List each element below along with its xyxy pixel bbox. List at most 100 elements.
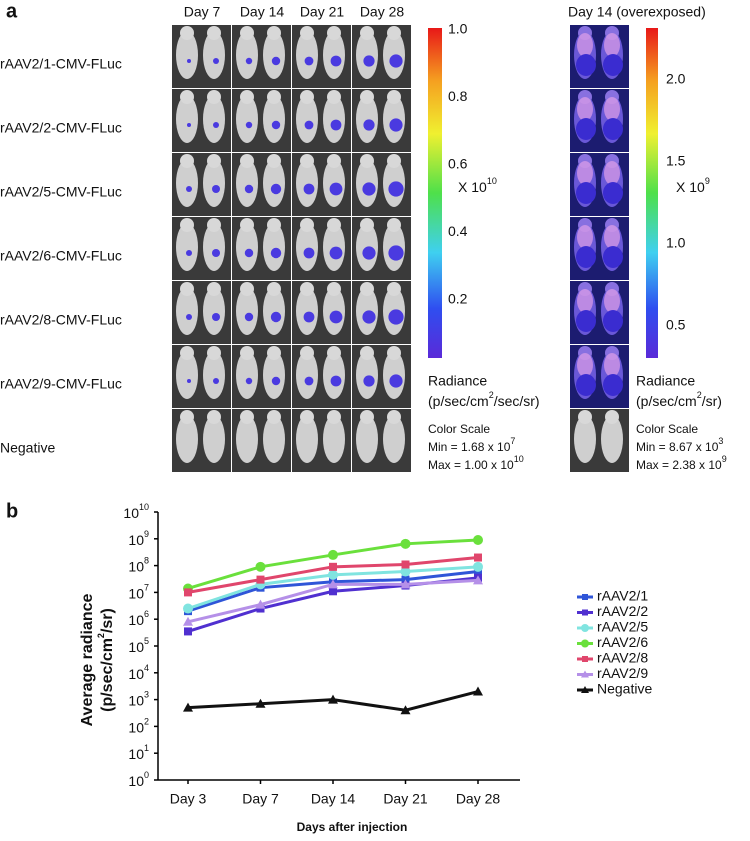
row-label: rAAV2/6-CMV-FLuc [0, 248, 122, 264]
y-axis-title-sup: 2 [96, 633, 106, 638]
color-scale-max: Max = 1.00 x 1010 [428, 454, 524, 472]
signal [213, 122, 219, 128]
y-tick-label-part: 10 [128, 585, 144, 601]
mouse [296, 95, 318, 143]
colorbar-tick-label: 0.4 [448, 223, 468, 239]
panel-label: a [6, 0, 18, 22]
signal [388, 245, 404, 261]
y-tick-label: 106 [128, 610, 149, 628]
legend-label: rAAV2/6 [597, 634, 648, 650]
mouse-head [207, 346, 221, 360]
mouse [296, 287, 318, 335]
mouse [203, 159, 225, 207]
mouse [236, 223, 258, 271]
signal [304, 120, 314, 130]
mouse-head [300, 282, 314, 296]
y-tick-label: 108 [128, 556, 149, 574]
colorbar-units-sup: 2 [697, 390, 702, 400]
signal [271, 376, 281, 386]
marker [473, 686, 483, 696]
y-tick-label-sup: 9 [144, 529, 149, 539]
signal [389, 118, 403, 132]
y-tick-label-sup: 8 [144, 556, 149, 566]
colorbar-tick-label: 0.5 [666, 317, 686, 333]
marker [473, 535, 483, 546]
y-tick-label-part: 10 [128, 639, 144, 655]
signal [362, 310, 376, 324]
y-axis-title-part: (p/sec/cm [99, 638, 116, 712]
signal [212, 313, 220, 321]
y-tick-label-part: 10 [128, 692, 144, 708]
signal [270, 247, 282, 259]
mouse [176, 159, 198, 207]
signal [244, 184, 254, 194]
mouse-head [360, 154, 374, 168]
color-scale-max-sup: 10 [514, 454, 524, 464]
mouse-head [387, 410, 401, 424]
signal [270, 183, 282, 195]
mouse [296, 31, 318, 79]
mouse [323, 415, 345, 463]
color-scale-max-part: Max = 1.00 x 10 [428, 458, 514, 472]
colorbar-tick-label: 0.2 [448, 291, 468, 307]
mouse [203, 31, 225, 79]
y-tick-label-part: 10 [123, 505, 139, 521]
signal [603, 118, 623, 140]
mouse-head [240, 410, 254, 424]
mouse [356, 351, 378, 399]
signal [363, 119, 375, 131]
mouse-head [267, 90, 281, 104]
color-scale-min: Min = 8.67 x 103 [636, 436, 723, 454]
y-tick-label: 102 [128, 717, 149, 735]
signal [577, 97, 593, 121]
signal [603, 246, 623, 268]
y-tick-label: 1010 [123, 502, 149, 520]
mouse-head [360, 410, 374, 424]
colorbar-scale-sup: 10 [487, 176, 497, 186]
signal [304, 376, 314, 386]
legend-label: Negative [597, 681, 652, 697]
x-tick-label: Day 28 [456, 791, 501, 807]
mouse-head [300, 26, 314, 40]
mouse [236, 31, 258, 79]
row-label: rAAV2/5-CMV-FLuc [0, 184, 122, 200]
mouse [383, 415, 405, 463]
mouse-head [267, 282, 281, 296]
signal [576, 246, 596, 268]
mouse [263, 351, 285, 399]
signal [604, 33, 620, 57]
mouse-head [327, 282, 341, 296]
marker [400, 579, 411, 589]
mouse [176, 415, 198, 463]
mouse [296, 415, 318, 463]
y-tick-label: 109 [128, 529, 149, 547]
mouse-head [360, 26, 374, 40]
mouse-head [360, 218, 374, 232]
column-header: Day 28 [360, 4, 405, 20]
marker [581, 686, 589, 693]
y-tick-label: 101 [128, 744, 149, 762]
signal [603, 374, 623, 396]
mouse-head [327, 154, 341, 168]
signal [576, 182, 596, 204]
colorbar-tick-label: 1.0 [448, 21, 468, 37]
signal [330, 55, 342, 67]
mouse-head [300, 154, 314, 168]
signal [245, 121, 253, 129]
legend-label: rAAV2/8 [597, 650, 648, 666]
marker [581, 624, 589, 632]
marker [328, 694, 338, 704]
marker [328, 579, 338, 589]
y-tick-label-part: 10 [128, 746, 144, 762]
mouse [236, 415, 258, 463]
mouse [176, 95, 198, 143]
y-tick-label: 100 [128, 770, 149, 788]
mouse [236, 287, 258, 335]
colorbar-units-part: (p/sec/cm [428, 393, 489, 409]
signal [213, 378, 219, 384]
signal [271, 56, 281, 66]
colorbar-tick-label: 1.5 [666, 153, 686, 169]
color-scale-max-sup: 9 [722, 454, 727, 464]
color-scale-max: Max = 2.38 x 109 [636, 454, 727, 472]
mouse-head [360, 346, 374, 360]
